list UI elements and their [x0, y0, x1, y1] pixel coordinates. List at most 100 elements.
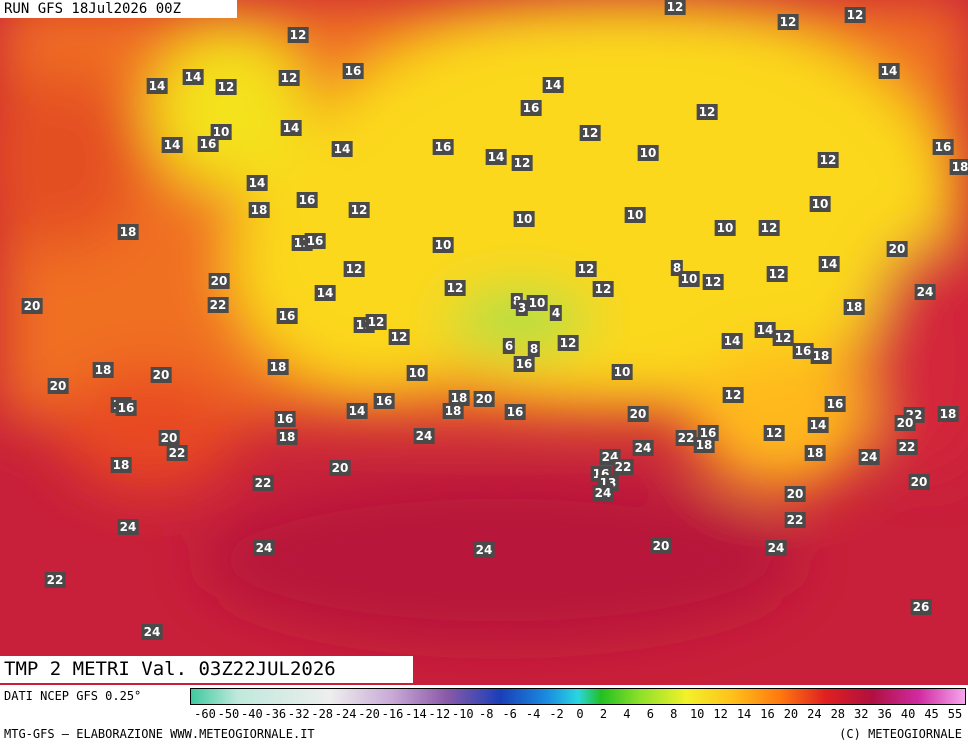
legend-tick-label: 55 [947, 707, 963, 721]
temperature-label: 16 [296, 192, 318, 208]
temperature-label: 24 [765, 540, 787, 556]
temperature-label: 22 [896, 439, 918, 455]
legend-tick-label: 32 [854, 707, 869, 721]
temperature-label: 10 [432, 237, 454, 253]
temperature-label: 18 [843, 299, 865, 315]
legend-tick-label: 4 [623, 707, 631, 721]
temperature-label: 22 [612, 459, 634, 475]
legend-tick-label: 2 [599, 707, 608, 721]
temperature-label: 12 [388, 329, 410, 345]
legend-tick-label: 16 [760, 707, 775, 721]
temperature-label: 18 [92, 362, 114, 378]
temperature-label: 3 [515, 300, 529, 316]
temperature-map [0, 0, 968, 685]
temperature-label: 16 [197, 136, 219, 152]
legend-tick-label: 14 [736, 707, 752, 721]
legend-tick-label: -20 [358, 707, 380, 721]
temperature-label: 24 [253, 540, 275, 556]
legend-tick-label: -2 [549, 707, 564, 721]
color-bar [190, 688, 966, 705]
temperature-label: 12 [758, 220, 780, 236]
temperature-label: 22 [207, 297, 229, 313]
temperature-label: 20 [329, 460, 351, 476]
temperature-label: 12 [575, 261, 597, 277]
temperature-label: 24 [473, 542, 495, 558]
temperature-label: 18 [448, 390, 470, 406]
temperature-label: 22 [44, 572, 66, 588]
run-info: RUN GFS 18Jul2026 00Z [0, 0, 237, 18]
temperature-label: 12 [722, 387, 744, 403]
legend-tick-label: -8 [479, 707, 494, 721]
temperature-label: 26 [910, 599, 932, 615]
temperature-label: 20 [473, 391, 495, 407]
temperature-label: 14 [161, 137, 183, 153]
temperature-label: 16 [513, 356, 535, 372]
temperature-label: 18 [442, 403, 464, 419]
temperature-label: 18 [693, 437, 715, 453]
temperature-label: 8 [527, 341, 541, 357]
temperature-label: 20 [650, 538, 672, 554]
temperature-label: 20 [208, 273, 230, 289]
temperature-label: 16 [504, 404, 526, 420]
temperature-label: 10 [513, 211, 535, 227]
temperature-label: 18 [117, 224, 139, 240]
temperature-label: 12 [287, 27, 309, 43]
temperature-label: 14 [146, 78, 168, 94]
temperature-label: 16 [276, 308, 298, 324]
temperature-label: 24 [914, 284, 936, 300]
field-title: TMP 2 METRI Val. 03Z22JUL2026 [0, 656, 413, 683]
temperature-label: 24 [413, 428, 435, 444]
temperature-label: 22 [252, 475, 274, 491]
legend-tick-label: -50 [217, 707, 240, 721]
temperature-label: 14 [331, 141, 353, 157]
temperature-label: 12 [766, 266, 788, 282]
legend-tick-label: -60 [194, 707, 216, 721]
temperature-label: 12 [777, 14, 799, 30]
legend-ticks: -60 -50 -40 -36 -32 -28 -24 -20 -16 -14 -12 -10 -8 -6… [190, 707, 966, 721]
temperature-label: 22 [166, 445, 188, 461]
temperature-label: 12 [763, 425, 785, 441]
temperature-label: 14 [280, 120, 302, 136]
temperature-label: 18 [248, 202, 270, 218]
temperature-label: 14 [314, 285, 336, 301]
temperature-label: 24 [858, 449, 880, 465]
temperature-label: 14 [485, 149, 507, 165]
temperature-label: 12 [664, 0, 686, 15]
legend-tick-label: 28 [830, 707, 846, 721]
temperature-label: 14 [878, 63, 900, 79]
temperature-label: 14 [182, 69, 204, 85]
temperature-label: 20 [47, 378, 69, 394]
legend-tick-label: 40 [900, 707, 916, 721]
temperature-label: 10 [406, 365, 428, 381]
legend-tick-label: -16 [381, 707, 404, 721]
temperature-label: 4 [549, 305, 563, 321]
temperature-label: 10 [526, 295, 548, 311]
temperature-label: 14 [818, 256, 840, 272]
temperature-label: 24 [592, 485, 614, 501]
temperature-label: 12 [444, 280, 466, 296]
legend-tick-label: -36 [264, 707, 287, 721]
temperature-label: 14 [246, 175, 268, 191]
legend-tick-label: -32 [287, 707, 310, 721]
temperature-label: 20 [894, 415, 916, 431]
temperature-label: 22 [675, 430, 697, 446]
temperature-label: 12 [365, 314, 387, 330]
temperature-label: 12 [278, 70, 300, 86]
temperature-label: 12 [817, 152, 839, 168]
temperature-label: 18 [276, 429, 298, 445]
legend-tick-label: -4 [525, 707, 541, 721]
temperature-label: 10 [714, 220, 736, 236]
temperature-label: 18 [937, 406, 959, 422]
temperature-label: 6 [502, 338, 516, 354]
temperature-label: 16 [432, 139, 454, 155]
temperature-label: 16 [304, 233, 326, 249]
legend-tick-label: 6 [646, 707, 654, 721]
temperature-label: 16 [115, 400, 137, 416]
temperature-label: 18 [949, 159, 968, 175]
legend-tick-label: 10 [689, 707, 705, 721]
temperature-label: 14 [754, 322, 776, 338]
temperature-label: 10 [637, 145, 659, 161]
temperature-label: 12 [579, 125, 601, 141]
temperature-label: 16 [792, 343, 814, 359]
